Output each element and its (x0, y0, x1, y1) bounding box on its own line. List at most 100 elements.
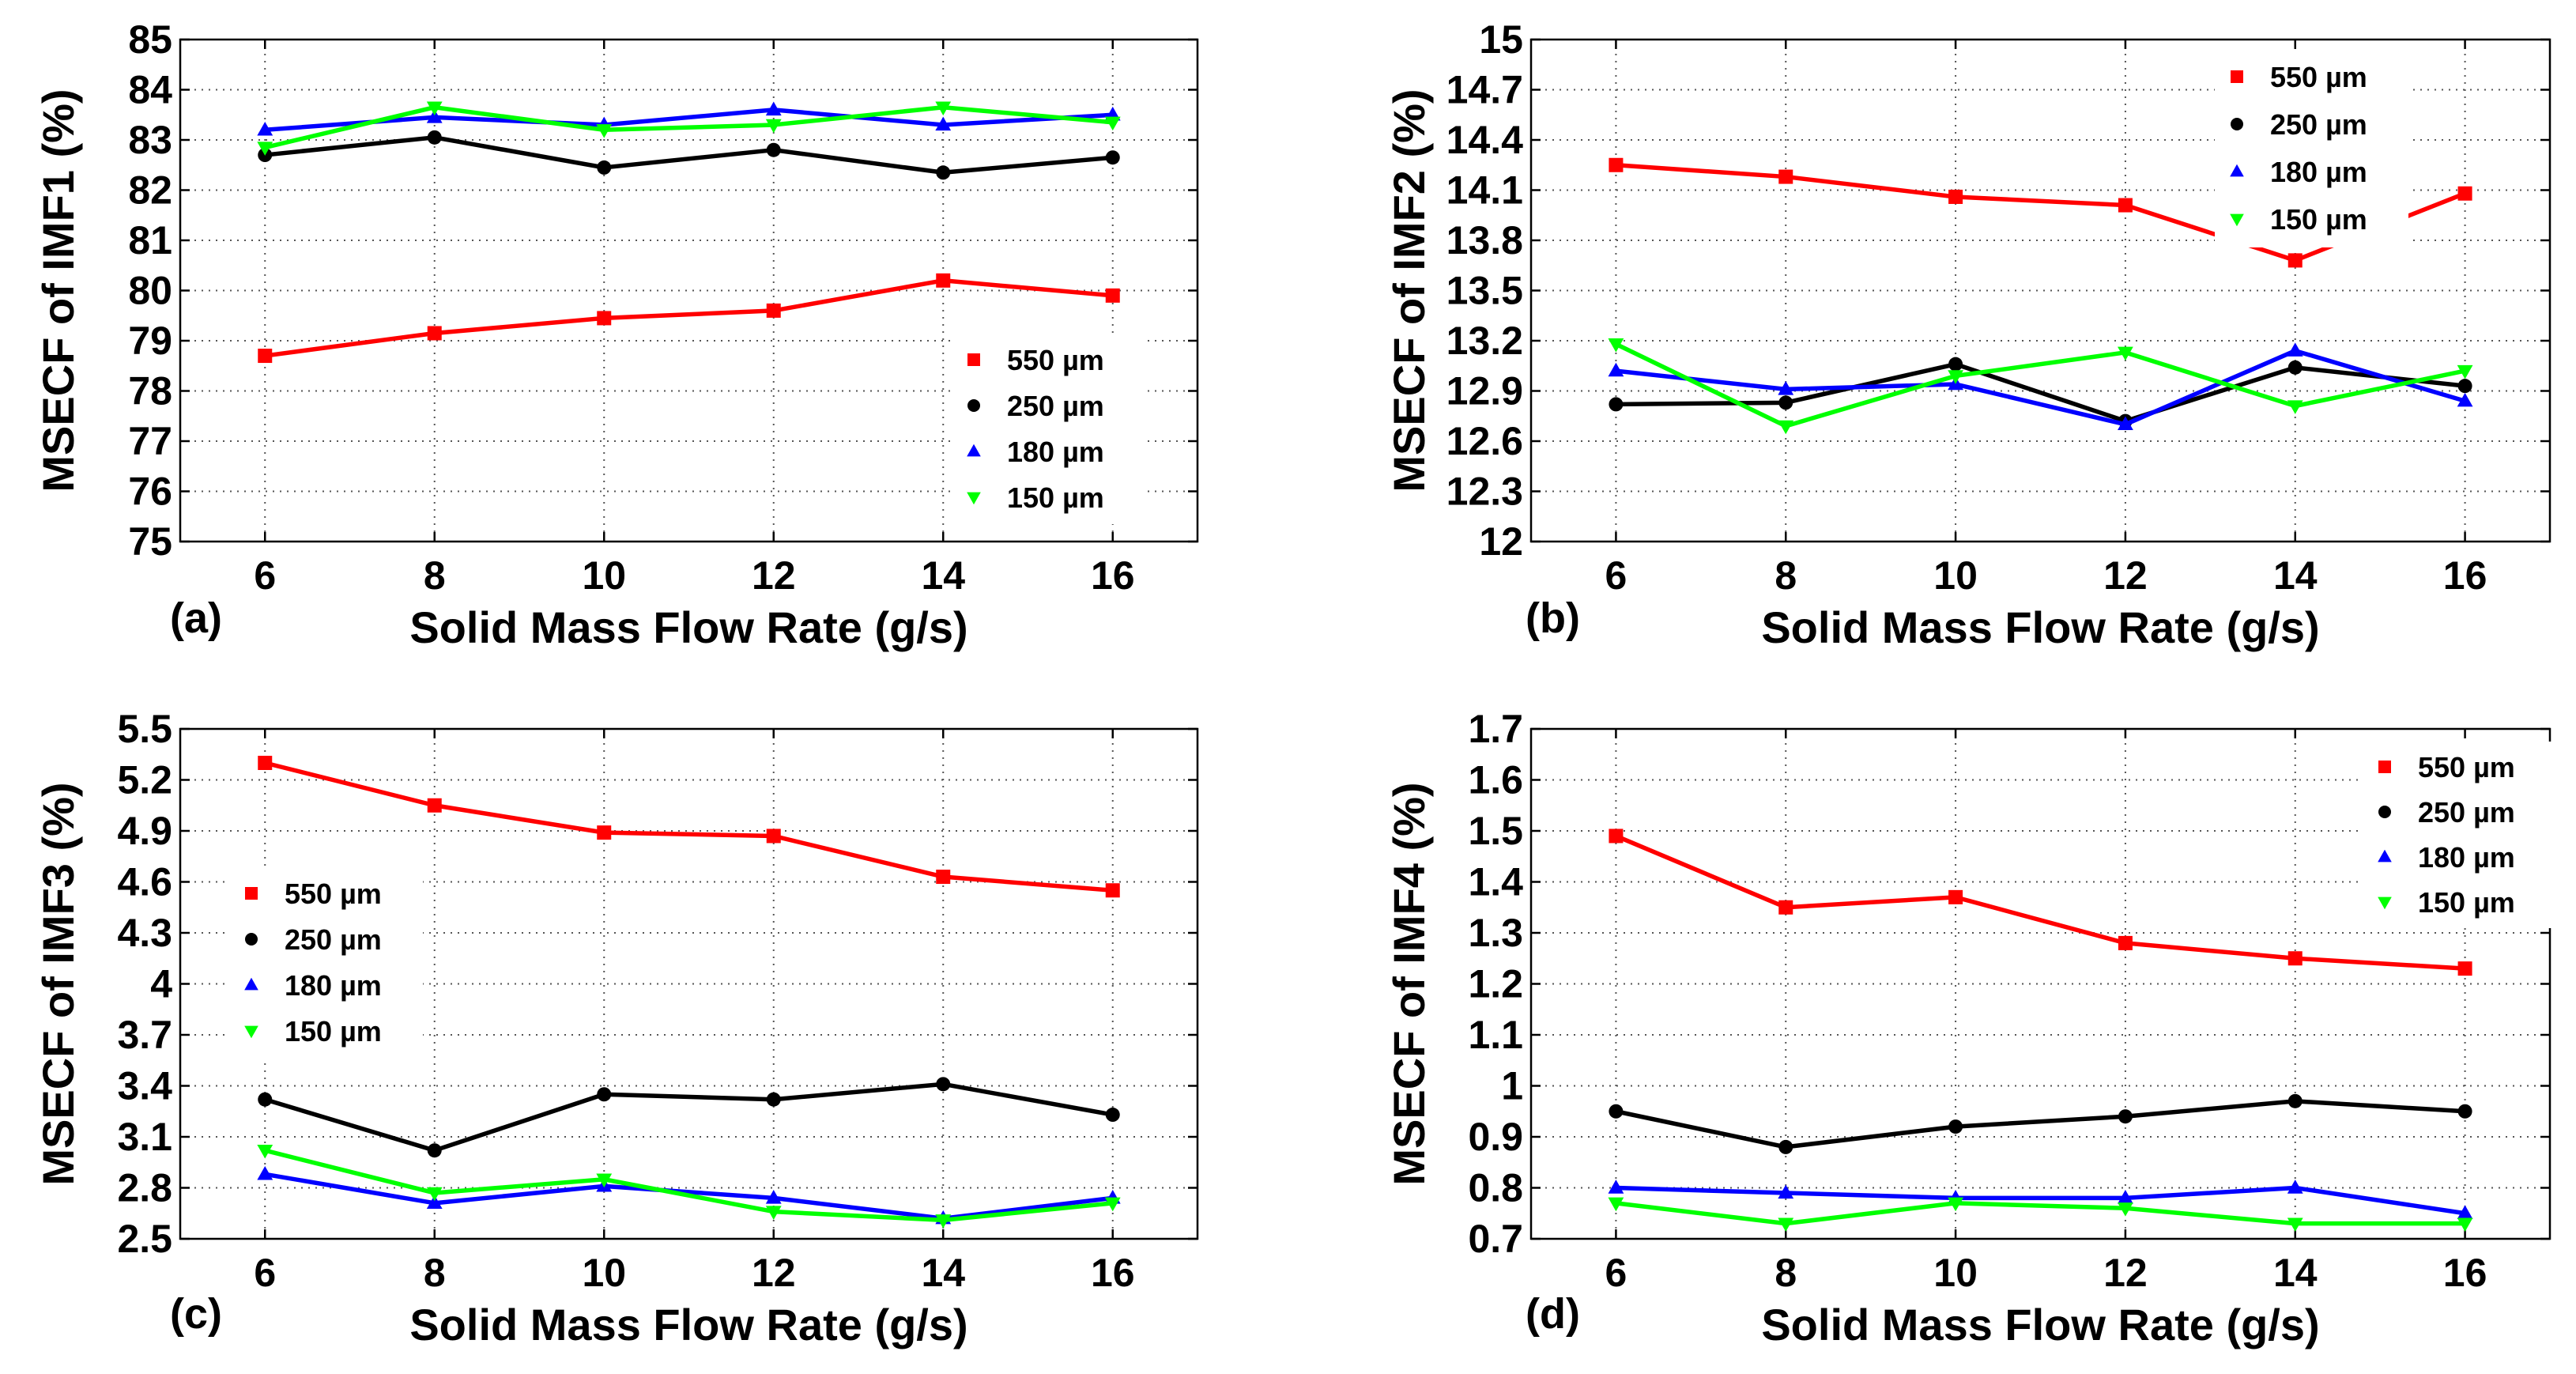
y-tick-label: 1.1 (1468, 1013, 1523, 1057)
y-tick-label: 0.9 (1468, 1115, 1523, 1159)
legend-marker (245, 887, 258, 900)
series-250-µm (258, 130, 1120, 180)
y-tick-label: 1.6 (1468, 758, 1523, 802)
data-point (2457, 1217, 2473, 1232)
y-tick-label: 85 (128, 17, 172, 62)
data-point (1778, 1184, 1794, 1199)
legend-label: 180 µm (2418, 841, 2515, 874)
data-point (1609, 829, 1624, 844)
y-tick-label: 83 (128, 118, 172, 162)
data-point (2287, 951, 2303, 966)
data-point (1778, 381, 1794, 395)
chart-panel-4: 0.7 0.8 0.9 1 1.1 1.2 1.3 1.4 1.5 1.6 1.7 6 8 10 12 14 1… (1384, 707, 2556, 1349)
series-150-µm (1608, 338, 2473, 435)
x-tick-label: 8 (1775, 553, 1797, 598)
y-tick-label: 1.4 (1468, 860, 1523, 904)
x-tick-label: 10 (582, 553, 626, 598)
y-tick-label: 77 (128, 419, 172, 463)
legend-box (2363, 742, 2556, 928)
legend-marker (244, 977, 258, 991)
data-point (2287, 360, 2303, 375)
x-tick-label: 14 (2273, 553, 2318, 598)
series-250-µm (258, 1077, 1120, 1158)
x-tick-label: 8 (424, 1251, 446, 1295)
y-tick-label: 2.5 (117, 1217, 172, 1261)
data-point (1609, 157, 1624, 172)
data-point (257, 121, 273, 136)
legend-marker (2231, 118, 2243, 130)
x-tick-label: 12 (2103, 1251, 2148, 1295)
y-tick-label: 13.5 (1446, 269, 1523, 313)
y-tick-label: 75 (128, 519, 172, 564)
series-250-µm (1609, 1093, 2472, 1154)
y-tick-label: 3.4 (117, 1064, 172, 1108)
x-tick-label: 16 (1091, 1251, 1135, 1295)
data-point (1608, 338, 1624, 353)
y-tick-label: 4.3 (117, 911, 172, 955)
series-150-µm (257, 101, 1121, 156)
x-axis-title: Solid Mass Flow Rate (g/s) (409, 1300, 967, 1349)
series-line (264, 761, 1113, 893)
legend-label: 150 µm (2270, 203, 2367, 236)
y-tick-label: 12.6 (1446, 419, 1523, 463)
data-point (2287, 342, 2303, 357)
data-point (2457, 186, 2472, 201)
legend-box (952, 334, 1145, 524)
data-point (1105, 1108, 1120, 1123)
x-tick-label: 8 (424, 553, 446, 598)
data-point (1105, 883, 1120, 898)
series-150-µm (257, 1145, 1121, 1229)
data-point (426, 1195, 443, 1210)
x-tick-label: 12 (752, 553, 796, 598)
data-point (257, 1165, 273, 1180)
data-point (1948, 189, 1963, 204)
y-tick-label: 76 (128, 470, 172, 514)
data-point (426, 109, 443, 123)
legend: 550 µm 250 µm 180 µm 150 µm (952, 334, 1145, 524)
x-tick-label: 10 (582, 1251, 626, 1295)
data-point (765, 1206, 782, 1220)
x-tick-label: 16 (1091, 553, 1135, 598)
x-tick-label: 14 (2273, 1251, 2318, 1295)
series-line (264, 135, 1113, 176)
legend-label: 150 µm (1007, 481, 1104, 514)
legend-marker (967, 444, 981, 457)
series-line (264, 1148, 1114, 1223)
y-tick-label: 1.3 (1468, 911, 1523, 955)
series-line (1615, 1099, 2465, 1149)
data-point (258, 349, 273, 364)
y-tick-label: 84 (128, 68, 172, 112)
legend-box (2215, 51, 2408, 247)
data-point (596, 1173, 613, 1188)
data-point (1608, 1197, 1624, 1212)
data-point (427, 1143, 442, 1158)
data-point (596, 124, 613, 138)
legend-label: 550 µm (1007, 344, 1104, 376)
y-tick-label: 12.3 (1446, 470, 1523, 514)
legend-box (229, 868, 423, 1058)
x-tick-label: 16 (2443, 553, 2487, 598)
y-tick-label: 79 (128, 319, 172, 363)
data-point (1104, 1197, 1121, 1212)
data-point (2118, 1190, 2133, 1204)
legend-marker (2231, 70, 2243, 83)
y-tick-label: 80 (128, 269, 172, 313)
series-line (264, 1172, 1114, 1221)
y-tick-label: 14.7 (1446, 68, 1523, 112)
y-tick-label: 14.1 (1446, 168, 1523, 213)
data-point (426, 101, 443, 116)
x-tick-label: 8 (1775, 1251, 1797, 1295)
y-tick-label: 4.6 (117, 860, 172, 904)
data-point (1948, 889, 1963, 904)
data-point (766, 303, 781, 318)
y-tick-label: 3.1 (117, 1115, 172, 1159)
data-point (1948, 357, 1963, 372)
legend-label: 250 µm (285, 923, 382, 956)
x-tick-label: 10 (1933, 1251, 1978, 1295)
data-point (2457, 1104, 2472, 1119)
legend: 550 µm 250 µm 180 µm 150 µm (2363, 742, 2556, 928)
data-point (1778, 420, 1794, 435)
legend-marker (967, 353, 980, 366)
series-line (264, 104, 1113, 150)
